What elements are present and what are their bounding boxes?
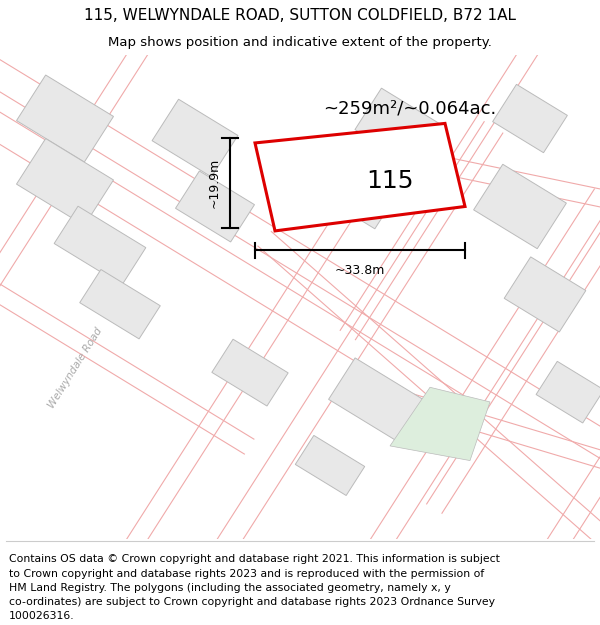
Text: 115: 115 (366, 169, 414, 193)
Text: Contains OS data © Crown copyright and database right 2021. This information is : Contains OS data © Crown copyright and d… (9, 554, 500, 564)
Text: 115, WELWYNDALE ROAD, SUTTON COLDFIELD, B72 1AL: 115, WELWYNDALE ROAD, SUTTON COLDFIELD, … (84, 8, 516, 23)
Polygon shape (80, 269, 160, 339)
Text: HM Land Registry. The polygons (including the associated geometry, namely x, y: HM Land Registry. The polygons (includin… (9, 582, 451, 592)
Text: co-ordinates) are subject to Crown copyright and database rights 2023 Ordnance S: co-ordinates) are subject to Crown copyr… (9, 597, 495, 607)
Polygon shape (17, 75, 113, 162)
Text: Welwyndale Road: Welwyndale Road (281, 135, 339, 219)
Polygon shape (17, 139, 113, 226)
Polygon shape (329, 358, 431, 446)
Polygon shape (152, 99, 238, 177)
Text: Welwyndale Road: Welwyndale Road (46, 326, 104, 410)
Text: to Crown copyright and database rights 2023 and is reproduced with the permissio: to Crown copyright and database rights 2… (9, 569, 484, 579)
Polygon shape (324, 164, 396, 229)
Polygon shape (493, 84, 568, 152)
Polygon shape (536, 361, 600, 423)
Polygon shape (255, 123, 465, 231)
Polygon shape (473, 164, 566, 249)
Polygon shape (54, 206, 146, 285)
Polygon shape (295, 436, 365, 496)
Text: ~19.9m: ~19.9m (208, 158, 221, 208)
Polygon shape (176, 171, 254, 242)
Polygon shape (212, 339, 288, 406)
Text: ~259m²/~0.064ac.: ~259m²/~0.064ac. (323, 100, 497, 118)
Text: Map shows position and indicative extent of the property.: Map shows position and indicative extent… (108, 36, 492, 49)
Polygon shape (390, 388, 490, 461)
Polygon shape (504, 257, 586, 332)
Text: ~33.8m: ~33.8m (335, 264, 385, 276)
Polygon shape (355, 88, 445, 168)
Text: 100026316.: 100026316. (9, 611, 74, 621)
